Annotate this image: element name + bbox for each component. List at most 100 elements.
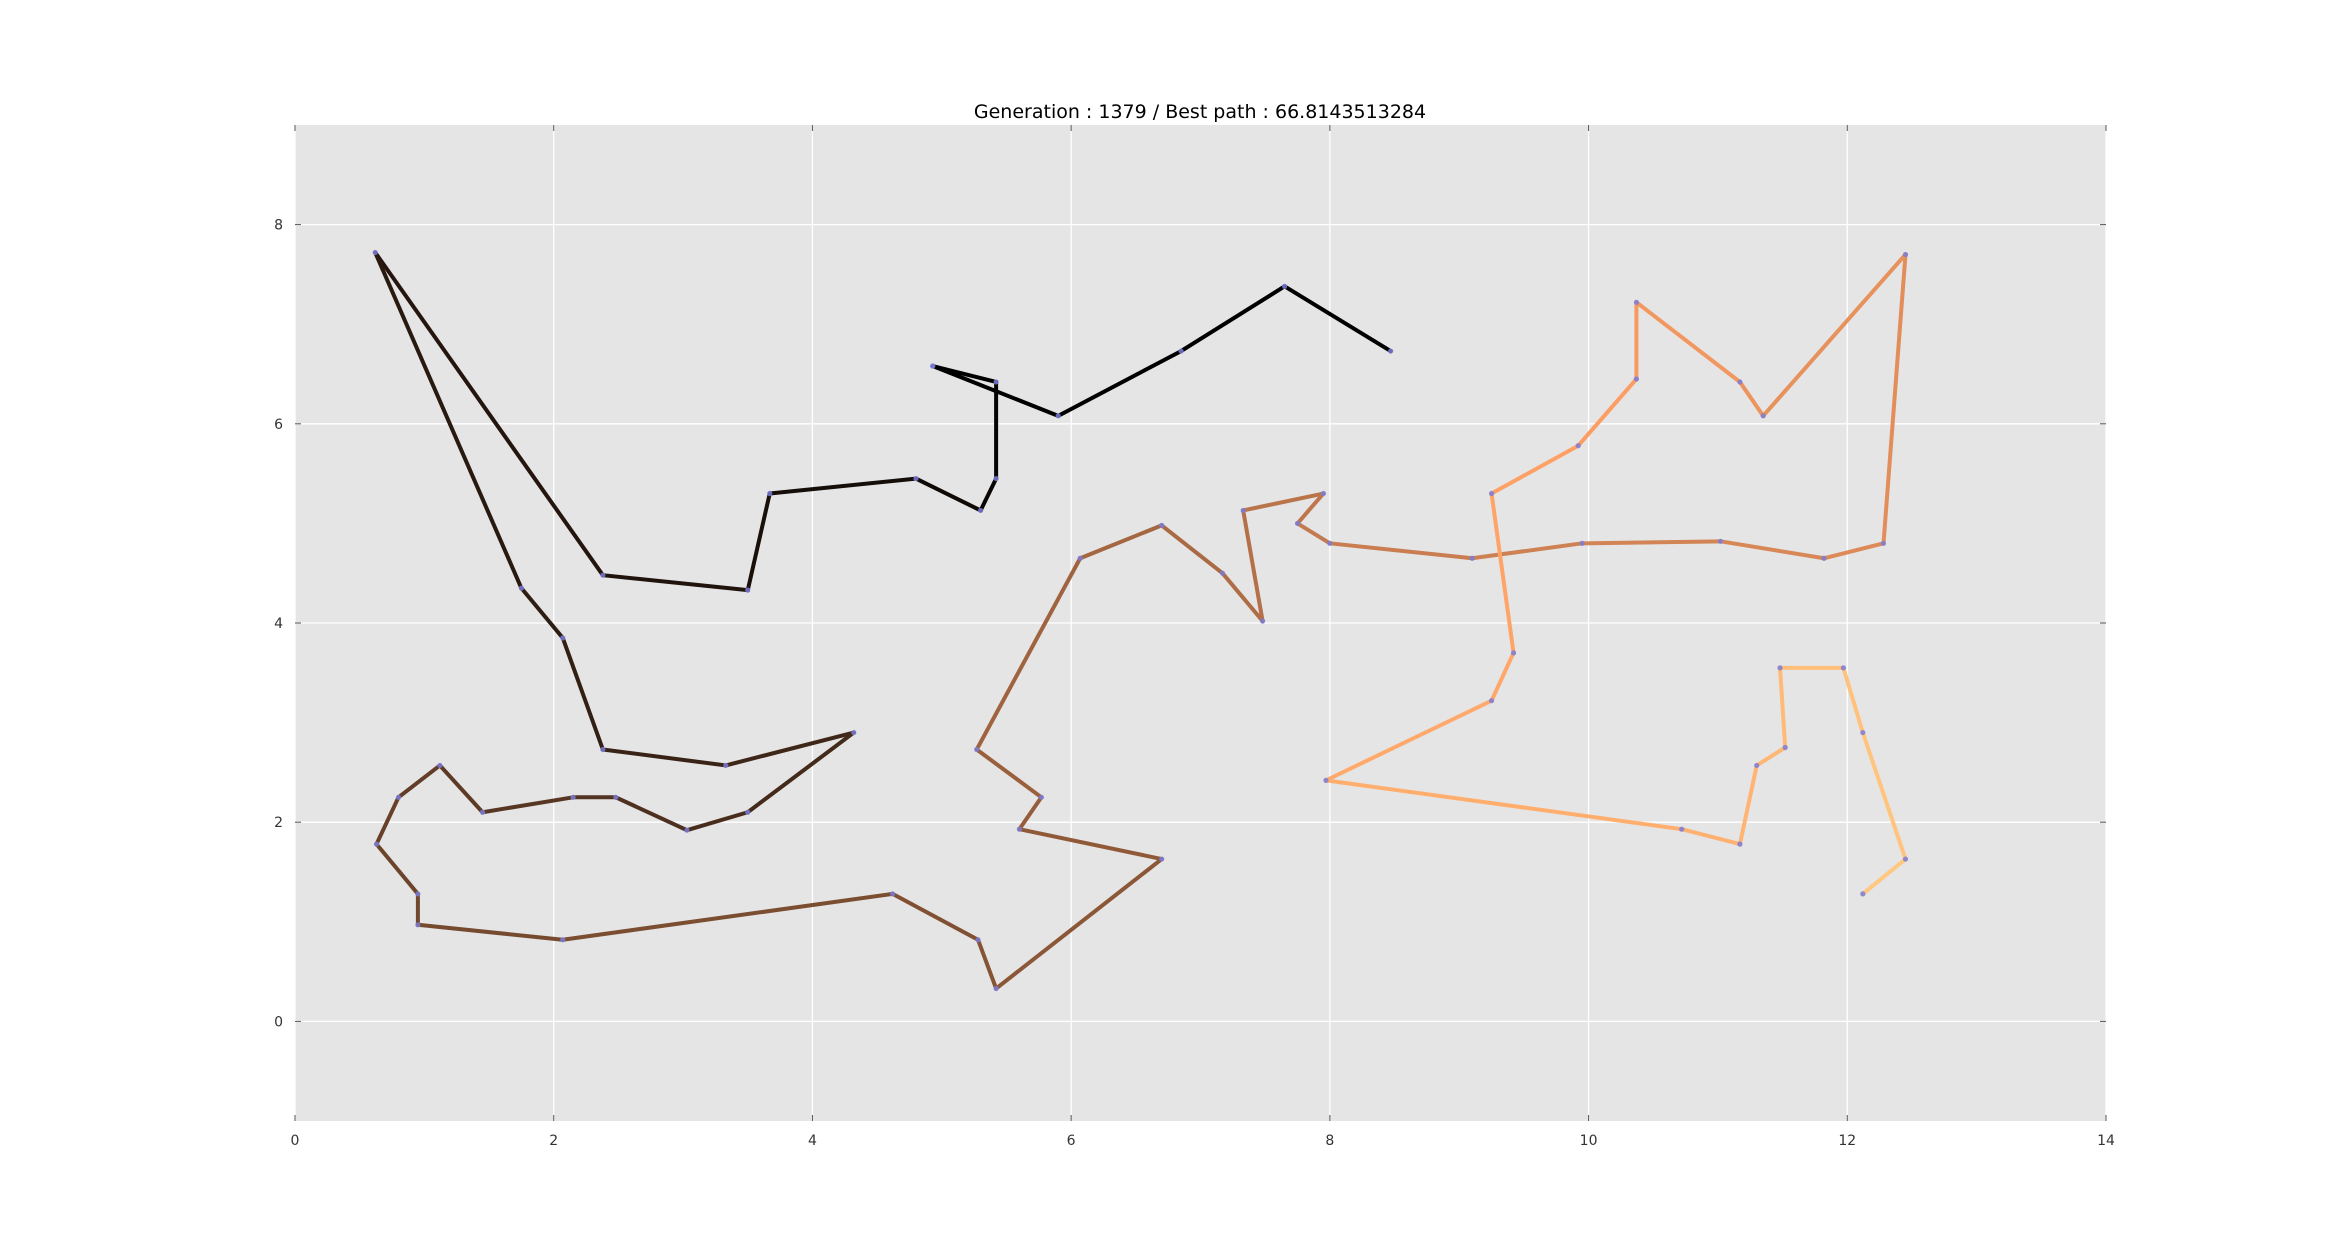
- city-point: [1178, 348, 1184, 354]
- city-point: [570, 794, 576, 800]
- city-point: [1159, 522, 1165, 528]
- city-point: [930, 363, 936, 369]
- city-point: [373, 841, 380, 847]
- city-point: [479, 809, 486, 815]
- city-point: [600, 572, 606, 578]
- city-points: [372, 249, 1909, 992]
- city-point: [1760, 413, 1766, 419]
- city-point: [1488, 698, 1495, 704]
- y-tick-label: 2: [274, 815, 283, 831]
- path-segment: [1489, 491, 1516, 655]
- path-segment: [1241, 491, 1326, 513]
- y-tick-label: 4: [274, 616, 283, 632]
- path-segment: [374, 842, 420, 896]
- city-point: [1488, 490, 1495, 497]
- city-point: [437, 762, 443, 769]
- path-segment: [1179, 284, 1287, 354]
- path-segment: [613, 795, 689, 833]
- x-tick-label: 0: [291, 1133, 300, 1149]
- city-point: [372, 249, 378, 256]
- path-segment: [1737, 379, 1766, 418]
- path-segment: [978, 476, 999, 513]
- city-point: [1679, 826, 1685, 832]
- path-segment: [373, 250, 605, 578]
- x-tick-label: 4: [808, 1133, 817, 1149]
- city-point: [1840, 665, 1847, 671]
- y-tick-label: 6: [274, 417, 283, 433]
- path-segment: [1679, 827, 1742, 847]
- path-segment: [373, 250, 524, 591]
- city-point: [1159, 856, 1165, 862]
- path-segment: [1576, 376, 1639, 448]
- city-point: [745, 809, 751, 815]
- path-segment: [415, 922, 565, 942]
- city-point: [974, 746, 980, 753]
- city-point: [1327, 540, 1333, 546]
- path-segment: [1327, 541, 1475, 561]
- path-segment: [745, 491, 772, 593]
- path-segment: [480, 795, 576, 815]
- tick-labels: 0 2 4 6 8 10 12 14 0 2 4 6 8: [274, 218, 2115, 1149]
- path-segment: [1841, 665, 1865, 735]
- path-segment: [1017, 827, 1164, 862]
- path-segment: [767, 476, 918, 496]
- path-segment: [1159, 523, 1225, 576]
- city-point: [1294, 520, 1301, 527]
- city-point: [1259, 618, 1266, 624]
- axis-ticks: [294, 125, 2107, 1121]
- city-point: [1016, 826, 1023, 832]
- city-point: [560, 635, 566, 641]
- city-point: [1782, 744, 1788, 751]
- city-point: [415, 891, 421, 897]
- chart-title: Generation : 1379 / Best path : 66.81435…: [974, 101, 1426, 123]
- path-lines: [373, 250, 1908, 991]
- path-segment: [1881, 252, 1908, 546]
- city-point: [600, 746, 606, 753]
- city-point: [1575, 443, 1581, 449]
- city-point: [1510, 650, 1517, 656]
- city-point: [890, 891, 896, 897]
- city-point: [913, 475, 919, 482]
- path-segment: [1860, 857, 1908, 896]
- path-segment: [1634, 300, 1742, 384]
- city-point: [851, 729, 857, 736]
- path-segment: [913, 476, 983, 513]
- city-point: [977, 507, 984, 514]
- path-segment: [374, 795, 401, 847]
- x-tick-label: 10: [1580, 1133, 1598, 1149]
- path-segment: [1220, 571, 1265, 624]
- path-segment: [519, 586, 565, 640]
- path-segment: [994, 857, 1164, 991]
- path-segment: [560, 635, 605, 752]
- path-segment: [1822, 541, 1886, 561]
- city-point: [1281, 283, 1288, 289]
- path-segment: [1017, 795, 1044, 832]
- city-point: [415, 922, 421, 928]
- path-segment: [1489, 650, 1516, 703]
- city-point: [1038, 794, 1044, 800]
- city-point: [723, 762, 729, 769]
- city-point: [993, 985, 999, 992]
- path-segment: [1718, 539, 1827, 561]
- path-segment: [560, 891, 895, 942]
- path-segment: [1860, 730, 1908, 862]
- path-segment: [396, 763, 442, 800]
- city-point: [395, 794, 402, 800]
- city-point: [613, 794, 619, 800]
- city-point: [1579, 540, 1585, 546]
- path-segment: [1580, 539, 1723, 546]
- path-segment: [684, 810, 750, 833]
- x-tick-label: 6: [1067, 1133, 1076, 1149]
- path-segment: [1282, 284, 1393, 354]
- grid-lines: [294, 125, 2107, 1121]
- path-segment: [976, 937, 999, 991]
- city-point: [767, 490, 773, 497]
- city-point: [560, 937, 566, 943]
- city-point: [1754, 762, 1760, 769]
- path-segment: [437, 763, 485, 815]
- path-segment: [1754, 745, 1788, 768]
- city-point: [518, 585, 524, 591]
- city-point: [1821, 555, 1827, 561]
- path-segment: [974, 747, 1044, 800]
